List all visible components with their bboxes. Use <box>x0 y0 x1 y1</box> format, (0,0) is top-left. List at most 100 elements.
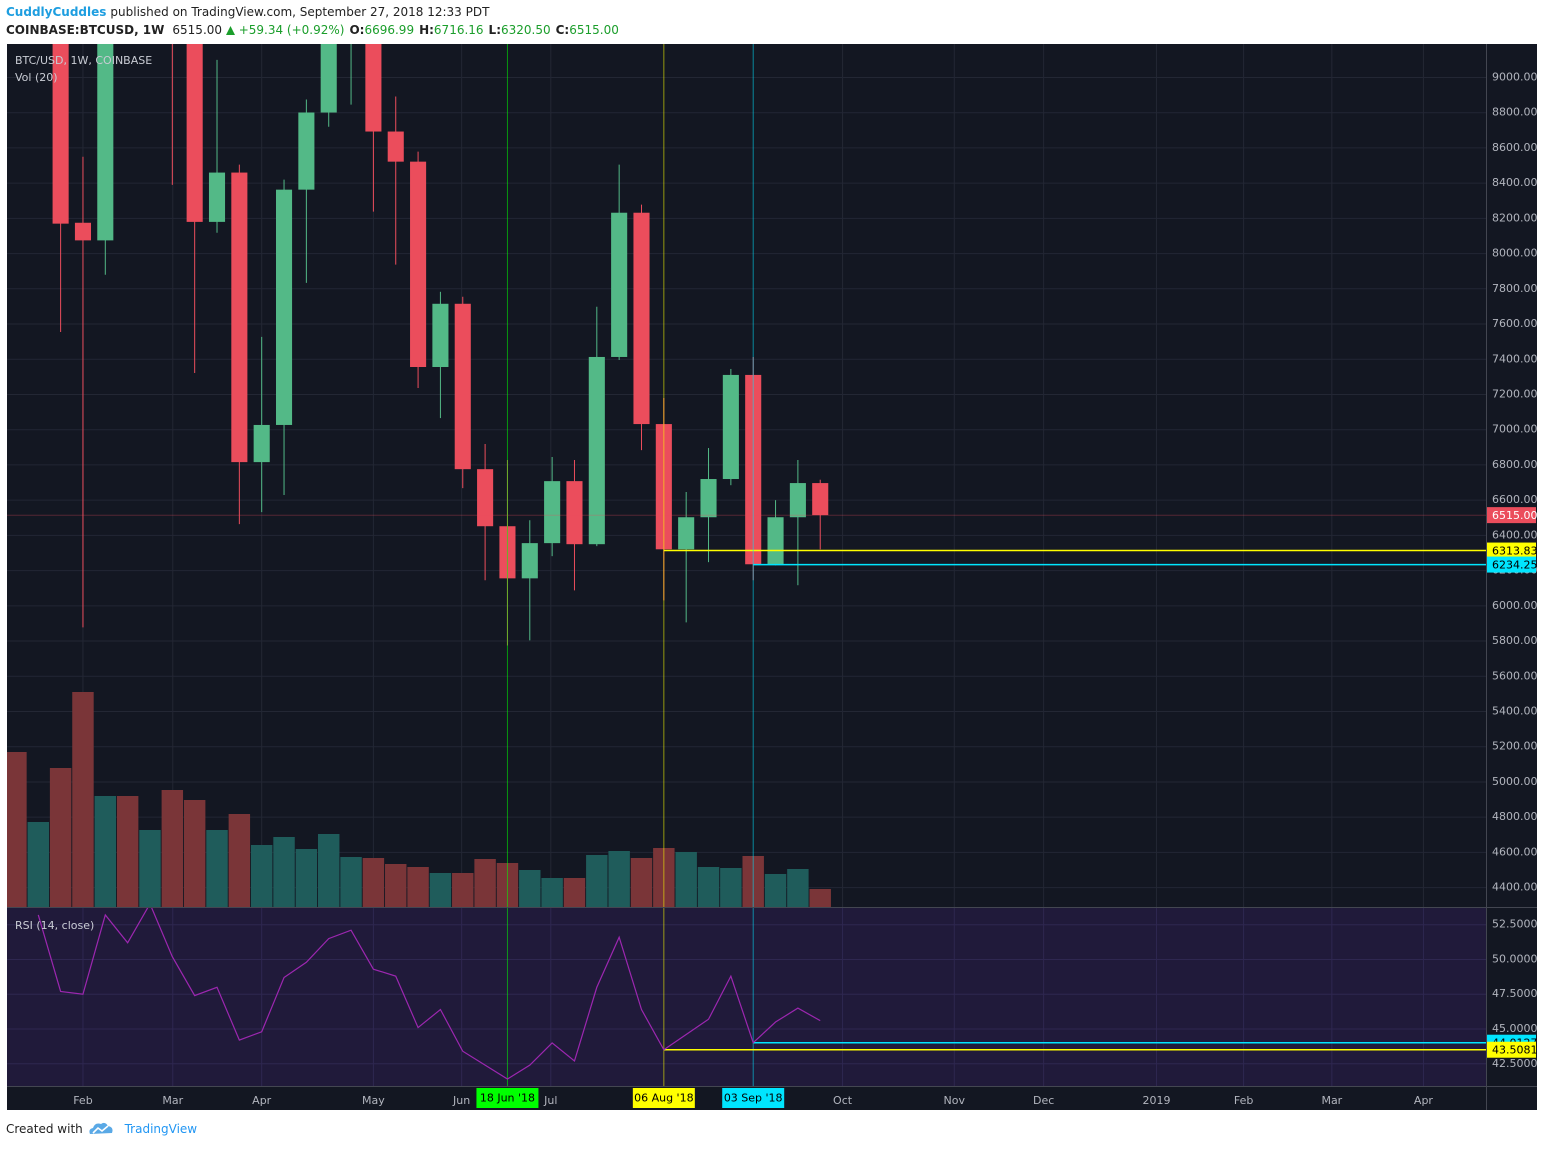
y-tick-label: 4600.00 <box>1492 845 1538 858</box>
brand[interactable]: TradingView <box>124 1122 198 1136</box>
volume-bar <box>340 857 362 907</box>
y-tick-label: 9000.00 <box>1492 70 1538 83</box>
y-tick-label: 6400.00 <box>1492 528 1538 541</box>
candle-body <box>477 469 494 527</box>
rsi-tag-label: 43.5081 <box>1492 1044 1538 1057</box>
up-arrow <box>225 26 235 35</box>
candle-body <box>253 424 270 463</box>
price-tag-label: 6313.83 <box>1492 545 1538 558</box>
x-tick-label: Mar <box>1321 1094 1342 1107</box>
chart: 4400.00 4600.00 4800.00 5000.00 5200.00 5400.… <box>7 0 1538 1110</box>
y-tick-label: 5000.00 <box>1492 775 1538 788</box>
volume-bar <box>407 867 429 907</box>
y-tick-label: 45.0000 <box>1492 1022 1538 1035</box>
created-with: Created with <box>6 1122 83 1136</box>
header-line: COINBASE:BTCUSD, 1W 6515.00 +59.34 (+0.92… <box>6 21 619 39</box>
x-tick-label: Apr <box>1414 1094 1434 1107</box>
x-tick-label: May <box>362 1094 385 1107</box>
x-tick-label: Apr <box>252 1094 272 1107</box>
candle-body <box>789 483 806 518</box>
rsi-line <box>37 908 821 1080</box>
y-tick-label: 47.5000 <box>1492 987 1538 1000</box>
x-tick-label: Mar <box>162 1094 183 1107</box>
y-tick-label: 50.0000 <box>1492 952 1538 965</box>
candle-body <box>52 44 69 224</box>
header-line: CuddlyCuddles published on TradingView.co… <box>6 3 619 21</box>
candle-body <box>275 189 293 425</box>
x-tick-label: Dec <box>1033 1094 1054 1107</box>
volume-bar <box>608 851 630 907</box>
volume-bar <box>161 790 184 907</box>
ohlc-key: L: <box>488 23 501 37</box>
x-tick-label: Feb <box>73 1094 92 1107</box>
x-tick-label: Jun <box>452 1094 470 1107</box>
y-tick-label: 52.5000 <box>1492 918 1538 931</box>
symbol: COINBASE:BTCUSD, 1W <box>6 23 165 37</box>
ohlc-key: C: <box>555 23 570 37</box>
published: published on TradingView.com, September … <box>110 5 490 19</box>
volume-bar <box>49 768 72 907</box>
candle-body <box>231 172 248 463</box>
author[interactable]: CuddlyCuddles <box>6 5 107 19</box>
y-tick-label: 7200.00 <box>1492 387 1538 400</box>
volume-bar <box>429 873 452 907</box>
y-tick-label: 6000.00 <box>1492 599 1538 612</box>
candle-body <box>611 212 628 357</box>
candle-body <box>208 172 226 222</box>
candle-body <box>387 131 404 162</box>
x-tick-label: Feb <box>1234 1094 1253 1107</box>
volume-bar <box>295 849 318 907</box>
change: +59.34 (+0.92%) <box>238 23 345 37</box>
y-tick-label: 6600.00 <box>1492 493 1538 506</box>
y-tick-label: 7800.00 <box>1492 282 1538 295</box>
date-marker <box>722 1088 785 1108</box>
volume-bar <box>586 855 608 907</box>
price-tag <box>1487 507 1536 524</box>
volume-bar <box>362 858 385 907</box>
candle-body <box>365 44 382 132</box>
volume-bar <box>787 869 809 907</box>
y-tick-label: 8400.00 <box>1492 176 1538 189</box>
y-tick-label: 8800.00 <box>1492 106 1538 119</box>
y-tick-label: 5800.00 <box>1492 634 1538 647</box>
y-tick-label: 5200.00 <box>1492 740 1538 753</box>
y-tick-label: 4800.00 <box>1492 810 1538 823</box>
volume-bar <box>519 870 541 907</box>
panel-title: Vol (20) <box>15 71 58 84</box>
candle-body <box>74 222 92 241</box>
candle-body <box>767 517 784 565</box>
y-tick-label: 8000.00 <box>1492 247 1538 260</box>
candle-body <box>812 483 829 516</box>
ohlc-value: 6515.00 <box>569 23 619 37</box>
candle-body <box>544 481 561 544</box>
volume-bar <box>206 830 228 907</box>
candle-body <box>678 517 695 550</box>
x-tick-label: 2019 <box>1142 1094 1170 1107</box>
volume-bar <box>720 868 742 907</box>
ohlc-key: O: <box>349 23 365 37</box>
header: CuddlyCuddles published on TradingView.co… <box>6 3 619 39</box>
candle-body <box>343 0 359 25</box>
volume-bar <box>764 874 787 907</box>
price-tag-label: 6515.00 <box>1492 509 1538 522</box>
candle-body <box>410 161 427 368</box>
candle-body <box>722 374 739 480</box>
volume-bar <box>385 864 407 907</box>
volume-bar <box>250 845 273 907</box>
ohlc-key: H: <box>419 23 434 37</box>
x-tick-label: Nov <box>944 1094 966 1107</box>
date-marker <box>632 1088 695 1108</box>
candle-body <box>521 543 538 579</box>
candle-body <box>298 112 315 190</box>
x-tick-label: Oct <box>833 1094 853 1107</box>
x-tick-label: Jul <box>543 1094 557 1107</box>
ohlc-value: 6320.50 <box>501 23 551 37</box>
y-tick-label: 8200.00 <box>1492 211 1538 224</box>
volume-bar <box>474 859 496 907</box>
y-tick-label: 8600.00 <box>1492 141 1538 154</box>
rsi-tag <box>1487 1041 1536 1058</box>
candle-body <box>566 481 583 545</box>
candle-body <box>700 479 717 518</box>
volume-bar <box>139 830 161 907</box>
volume-bar <box>809 889 831 907</box>
